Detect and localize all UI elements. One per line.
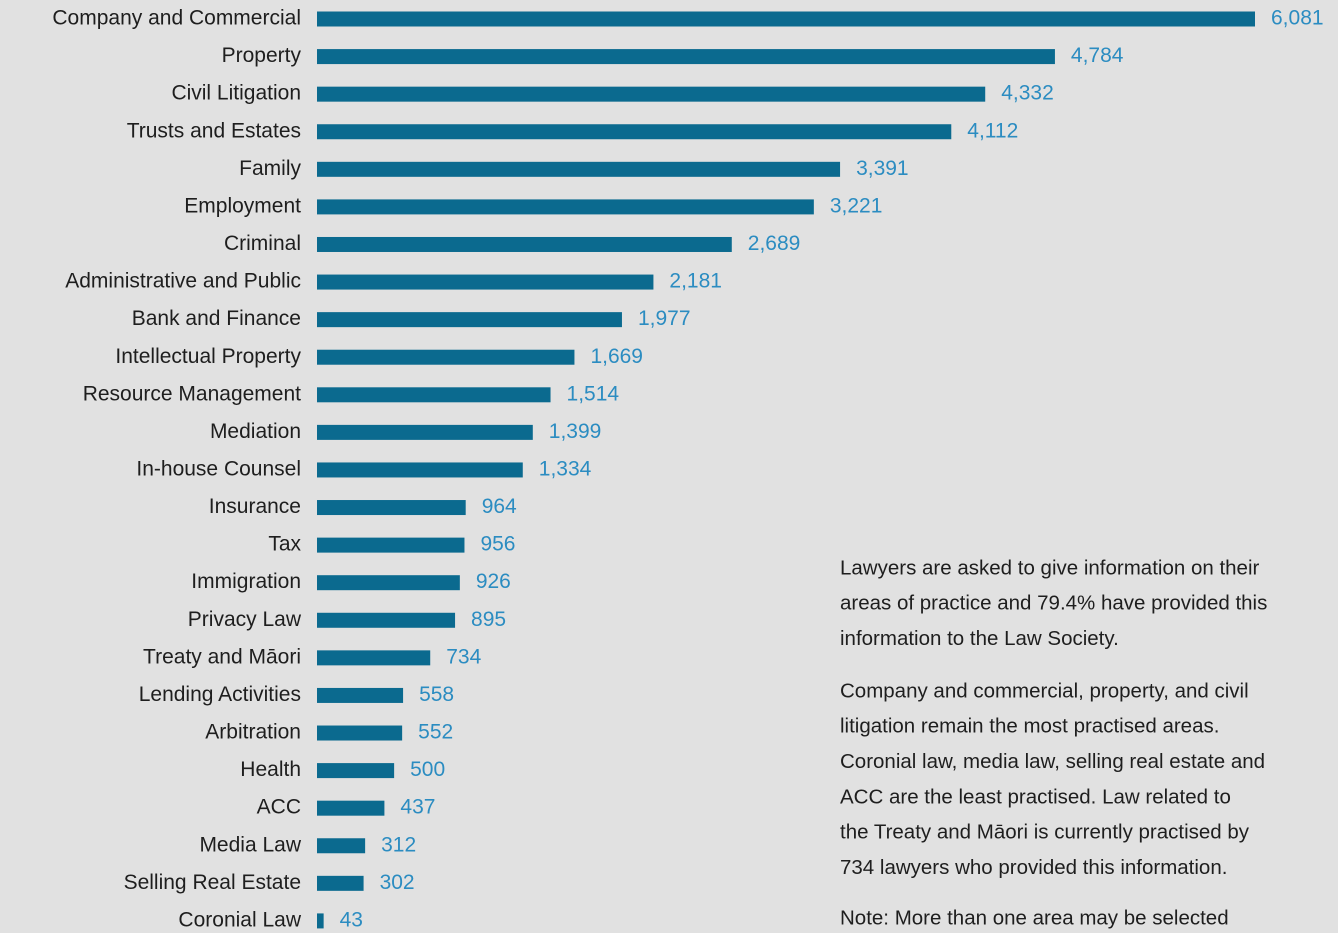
annotation: areas of practice and 79.4% have provide… xyxy=(840,592,1267,615)
category-label: Criminal xyxy=(224,232,301,255)
bar xyxy=(317,462,523,478)
bar xyxy=(317,500,466,516)
bar xyxy=(317,124,952,140)
bar xyxy=(317,424,533,440)
bar xyxy=(317,236,732,252)
value-label: 895 xyxy=(471,608,506,631)
value-label: 2,181 xyxy=(669,270,722,293)
category-label: Bank and Finance xyxy=(132,307,301,330)
category-label: Lending Activities xyxy=(139,683,301,706)
bar xyxy=(317,349,575,365)
value-label: 302 xyxy=(380,871,415,894)
category-label: Mediation xyxy=(210,420,301,443)
bar xyxy=(317,161,841,177)
category-label: Employment xyxy=(184,194,301,217)
value-label: 734 xyxy=(446,645,481,668)
category-label: Treaty and Māori xyxy=(143,645,301,668)
value-label: 1,977 xyxy=(638,307,691,330)
annotation: Note: More than one area may be selected xyxy=(840,906,1229,929)
bar xyxy=(317,86,986,102)
value-label: 6,081 xyxy=(1271,7,1324,30)
category-label: Trusts and Estates xyxy=(127,119,301,142)
bar xyxy=(317,612,456,628)
bar xyxy=(317,199,814,215)
category-label: ACC xyxy=(257,796,301,819)
value-label: 926 xyxy=(476,570,511,593)
bar xyxy=(317,875,364,891)
value-label: 1,399 xyxy=(549,420,602,443)
value-label: 4,784 xyxy=(1071,44,1124,67)
annotation: information to the Law Society. xyxy=(840,627,1119,650)
category-label: Tax xyxy=(268,533,301,556)
category-label: Intellectual Property xyxy=(115,345,301,368)
bar xyxy=(317,537,465,553)
value-label: 500 xyxy=(410,758,445,781)
category-label: Media Law xyxy=(199,833,301,856)
bar xyxy=(317,274,654,290)
value-label: 437 xyxy=(400,796,435,819)
category-label: Privacy Law xyxy=(188,608,302,631)
value-label: 4,332 xyxy=(1001,82,1054,105)
annotation: the Treaty and Māori is currently practi… xyxy=(840,821,1250,844)
category-label: Family xyxy=(239,157,301,180)
value-label: 43 xyxy=(340,908,363,931)
value-label: 1,334 xyxy=(539,458,592,481)
value-label: 956 xyxy=(480,533,515,556)
category-label: Selling Real Estate xyxy=(124,871,301,894)
annotation: Company and commercial, property, and ci… xyxy=(840,679,1249,702)
category-label: Civil Litigation xyxy=(171,82,301,105)
category-label: Administrative and Public xyxy=(65,270,301,293)
annotation: ACC are the least practised. Law related… xyxy=(840,785,1231,808)
annotation: Coronial law, media law, selling real es… xyxy=(840,750,1265,773)
bar xyxy=(317,687,404,703)
category-label: Arbitration xyxy=(205,721,301,744)
bar xyxy=(317,312,622,328)
category-label: Coronial Law xyxy=(178,908,301,931)
bar xyxy=(317,49,1055,65)
bar xyxy=(317,575,460,591)
annotation: Lawyers are asked to give information on… xyxy=(840,556,1260,579)
category-label: In-house Counsel xyxy=(136,458,301,481)
category-label: Property xyxy=(222,44,302,67)
value-label: 3,391 xyxy=(856,157,909,180)
bar xyxy=(317,800,385,816)
bar xyxy=(317,838,366,854)
bar xyxy=(317,650,431,666)
annotation: litigation remain the most practised are… xyxy=(840,715,1219,738)
annotation: 734 lawyers who provided this informatio… xyxy=(840,856,1227,879)
value-label: 964 xyxy=(482,495,517,518)
value-label: 312 xyxy=(381,833,416,856)
value-label: 1,514 xyxy=(567,382,620,405)
category-label: Insurance xyxy=(209,495,301,518)
category-label: Immigration xyxy=(191,570,301,593)
bar xyxy=(317,913,324,929)
value-label: 1,669 xyxy=(590,345,643,368)
value-label: 2,689 xyxy=(748,232,801,255)
bar xyxy=(317,725,403,741)
value-label: 552 xyxy=(418,721,453,744)
category-label: Company and Commercial xyxy=(52,7,301,30)
category-label: Resource Management xyxy=(83,382,301,405)
value-label: 4,112 xyxy=(967,119,1018,142)
bar xyxy=(317,11,1255,27)
category-label: Health xyxy=(240,758,301,781)
value-label: 3,221 xyxy=(830,194,883,217)
value-label: 558 xyxy=(419,683,454,706)
bar xyxy=(317,387,551,403)
bar xyxy=(317,763,395,779)
